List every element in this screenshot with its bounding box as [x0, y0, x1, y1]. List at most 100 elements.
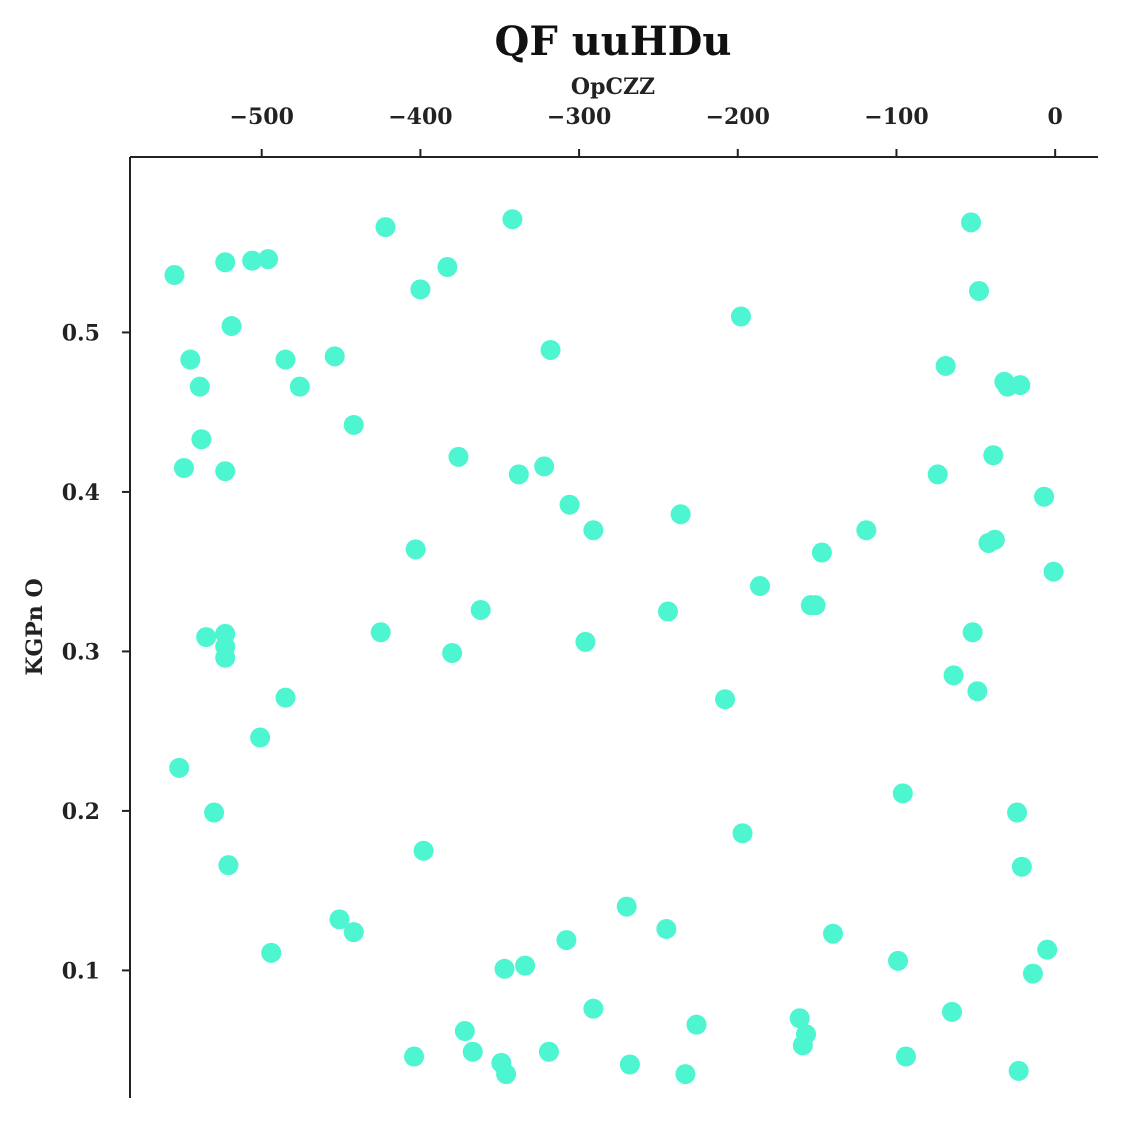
data-point — [792, 1035, 813, 1056]
data-point — [822, 923, 843, 944]
x-axis-label: OpCZZ — [571, 74, 655, 100]
data-point — [375, 217, 396, 238]
data-point — [656, 918, 677, 939]
data-point — [1043, 561, 1064, 582]
data-point — [250, 727, 271, 748]
data-point — [1010, 375, 1031, 396]
data-point — [984, 529, 1005, 550]
data-point — [343, 922, 364, 943]
data-point — [218, 855, 239, 876]
data-point — [191, 429, 212, 450]
y-axis-label: KGPn O — [22, 578, 48, 675]
data-point — [180, 349, 201, 370]
x-tick-label: −400 — [388, 104, 452, 130]
data-point — [1008, 1060, 1029, 1081]
data-point — [343, 414, 364, 435]
data-point — [405, 539, 426, 560]
data-point — [1022, 963, 1043, 984]
y-tick-label: 0.2 — [62, 799, 100, 825]
data-point — [888, 950, 909, 971]
data-point — [221, 316, 242, 337]
data-point — [968, 280, 989, 301]
data-point — [215, 252, 236, 273]
data-point — [169, 757, 190, 778]
data-point — [616, 896, 637, 917]
data-point — [404, 1046, 425, 1067]
data-point — [275, 687, 296, 708]
data-point — [275, 349, 296, 370]
x-tick-label: −500 — [230, 104, 294, 130]
data-point — [204, 802, 225, 823]
data-point — [715, 689, 736, 710]
data-point — [935, 355, 956, 376]
data-point — [173, 458, 194, 479]
data-point — [329, 909, 350, 930]
data-point — [1007, 802, 1028, 823]
data-point — [895, 1046, 916, 1067]
data-point — [583, 998, 604, 1019]
data-point — [967, 681, 988, 702]
data-point — [508, 464, 529, 485]
data-point — [556, 930, 577, 951]
data-point — [442, 643, 463, 664]
y-tick-label: 0.5 — [62, 320, 100, 346]
data-point — [1037, 939, 1058, 960]
data-point — [502, 209, 523, 230]
data-point — [962, 622, 983, 643]
y-tick-label: 0.4 — [62, 480, 100, 506]
data-point — [437, 257, 458, 278]
data-point — [462, 1041, 483, 1062]
data-point — [496, 1064, 517, 1085]
data-point — [258, 249, 279, 270]
data-point — [470, 599, 491, 620]
data-point — [410, 279, 431, 300]
data-point — [583, 520, 604, 541]
data-point — [805, 595, 826, 616]
data-point — [811, 542, 832, 563]
data-point — [515, 955, 536, 976]
data-point — [730, 306, 751, 327]
data-point — [189, 376, 210, 397]
data-point — [732, 823, 753, 844]
data-point — [324, 346, 345, 367]
data-point — [1011, 856, 1032, 877]
data-point — [196, 627, 217, 648]
data-point — [983, 445, 1004, 466]
data-point — [534, 456, 555, 477]
data-point — [540, 339, 561, 360]
x-tick-label: −300 — [547, 104, 611, 130]
data-point — [538, 1041, 559, 1062]
data-point — [927, 464, 948, 485]
data-point — [619, 1054, 640, 1075]
data-point — [856, 520, 877, 541]
data-point — [575, 631, 596, 652]
chart-title: QF uuHDu — [495, 18, 732, 65]
data-point — [942, 1001, 963, 1022]
data-point — [494, 958, 515, 979]
data-point — [943, 665, 964, 686]
data-point — [675, 1064, 696, 1085]
x-tick-label: 0 — [1047, 104, 1062, 130]
data-point — [749, 576, 770, 597]
data-point — [670, 504, 691, 525]
data-point — [454, 1021, 475, 1042]
data-point — [370, 622, 391, 643]
x-tick-label: −100 — [864, 104, 928, 130]
x-tick-label: −200 — [706, 104, 770, 130]
data-point — [559, 494, 580, 515]
data-point — [657, 601, 678, 622]
data-point — [892, 783, 913, 804]
data-point — [164, 265, 185, 286]
data-point — [215, 647, 236, 668]
data-point — [261, 942, 282, 963]
y-tick-label: 0.3 — [62, 639, 100, 665]
data-point — [413, 840, 434, 861]
data-point — [448, 446, 469, 467]
data-point — [961, 212, 982, 233]
data-point — [242, 250, 263, 271]
data-points — [164, 209, 1064, 1085]
data-point — [1034, 486, 1055, 507]
y-ticks: 0.1 0.2 0.3 0.4 0.5 — [62, 320, 130, 984]
x-ticks: −500 −400 −300 −200 −100 0 — [230, 104, 1063, 157]
